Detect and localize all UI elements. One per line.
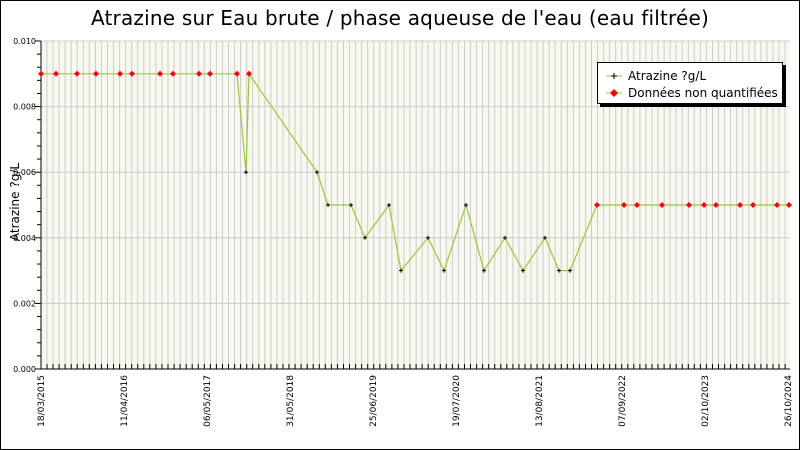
non-quantified-point bbox=[170, 70, 176, 77]
x-tick-label: 11/04/2016 bbox=[120, 375, 130, 427]
y-tick-label: 0.006 bbox=[13, 168, 36, 177]
x-tick-label: 13/08/2021 bbox=[535, 375, 545, 427]
non-quantified-point bbox=[737, 202, 743, 208]
x-tick-label: 06/05/2017 bbox=[203, 375, 213, 427]
x-tick-label: 31/05/2018 bbox=[286, 375, 296, 427]
non-quantified-point bbox=[786, 202, 792, 208]
x-tick-label: 19/07/2020 bbox=[452, 375, 462, 427]
y-tick-label: 0.008 bbox=[13, 103, 36, 112]
x-tick-label: 07/09/2022 bbox=[618, 375, 628, 427]
non-quantified-point bbox=[207, 70, 213, 77]
plus-marker-icon bbox=[606, 68, 622, 84]
non-quantified-point bbox=[38, 70, 44, 77]
y-tick-label: 0.002 bbox=[13, 299, 36, 308]
y-tick-label: 0.010 bbox=[13, 37, 36, 46]
non-quantified-point bbox=[750, 202, 756, 208]
non-quantified-point bbox=[594, 202, 600, 208]
non-quantified-point bbox=[774, 202, 780, 208]
red-diamond-marker-icon bbox=[606, 85, 622, 101]
legend-item-non-quantified: Données non quantifiées bbox=[606, 84, 778, 100]
x-tick-label: 02/10/2023 bbox=[701, 375, 711, 427]
non-quantified-point bbox=[196, 70, 202, 77]
non-quantified-point bbox=[74, 70, 80, 77]
non-quantified-point bbox=[129, 70, 135, 77]
x-tick-label: 25/06/2019 bbox=[369, 375, 379, 427]
non-quantified-point bbox=[234, 70, 240, 77]
non-quantified-point bbox=[53, 70, 59, 77]
non-quantified-point bbox=[117, 70, 123, 77]
non-quantified-point bbox=[634, 202, 640, 208]
non-quantified-point bbox=[701, 202, 707, 208]
chart-title: Atrazine sur Eau brute / phase aqueuse d… bbox=[90, 6, 710, 30]
non-quantified-point bbox=[246, 70, 252, 77]
y-tick-label: 0.000 bbox=[13, 365, 36, 374]
x-tick-label: 26/10/2024 bbox=[784, 375, 794, 427]
non-quantified-point bbox=[621, 202, 627, 208]
y-tick-label: 0.004 bbox=[13, 234, 36, 243]
non-quantified-point bbox=[713, 202, 719, 208]
x-tick-label: 18/03/2015 bbox=[37, 375, 47, 427]
legend: Atrazine ?g/L Données non quantifiées bbox=[597, 62, 783, 104]
legend-item-quantified: Atrazine ?g/L bbox=[606, 67, 706, 83]
non-quantified-point bbox=[93, 70, 99, 77]
non-quantified-point bbox=[686, 202, 692, 208]
non-quantified-point bbox=[157, 70, 163, 77]
non-quantified-point bbox=[659, 202, 665, 208]
